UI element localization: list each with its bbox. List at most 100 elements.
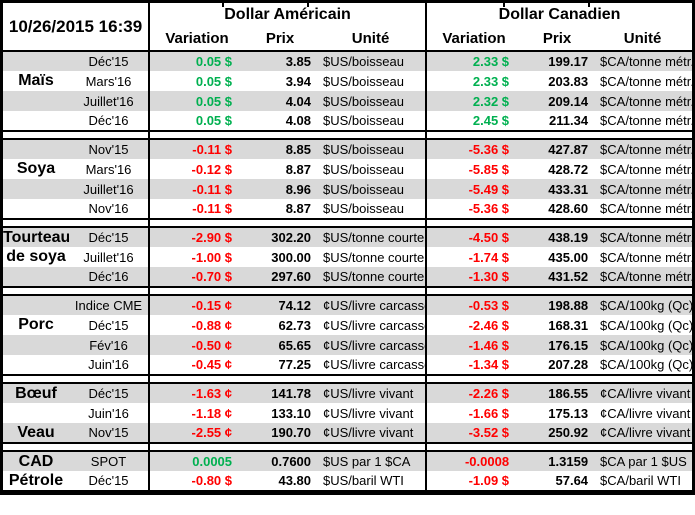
category-label: Porc [18,316,54,333]
column-tick [503,3,505,7]
col-header-cad-prix: Prix [542,30,572,47]
cad-variation: -5.49 $ [426,179,522,199]
cad-variation: -0.53 $ [426,295,522,315]
us-unit: ¢US/livre carcasse [316,355,428,375]
table-row: Déc'16 0.05 $ 4.08 $US/boisseau 2.45 $ 2… [3,111,692,131]
us-price: 133.10 [271,405,312,421]
cad-variation: -1.30 $ [426,267,522,287]
cad-price: 428.60 [548,201,589,216]
table-row: Juillet'16 -0.11 $ 8.96 $US/boisseau -5.… [3,179,693,199]
cad-price: 199.17 [521,51,594,71]
table-header: 10/26/2015 16:39 Dollar Américain Dollar… [3,3,693,51]
table-row: Soya Mars'16 -0.12 $ 8.87 $US/boisseau -… [3,159,692,179]
us-price: 77.25 [278,357,312,372]
section-separator [3,219,692,227]
category-label [3,139,69,159]
cad-variation: -1.74 $ [468,249,510,265]
cad-unit: $CA/tonne métr. [593,91,693,111]
cad-unit: $CA/tonne métr. [593,227,693,247]
us-price: 4.04 [244,91,317,111]
us-unit: $US/boisseau [316,51,428,71]
group-header-cad: Dollar Canadien [498,6,621,23]
us-variation: 0.0005 [149,451,245,471]
cad-variation: -5.36 $ [468,201,510,216]
section-separator [3,287,692,295]
table-row: de soya Juillet'16 -1.00 $ 300.00 $US/to… [3,247,692,267]
us-variation: -0.11 $ [149,179,245,199]
contract-month: Mars'16 [69,159,151,179]
cad-variation: -5.85 $ [468,161,510,177]
us-unit: $US/boisseau [316,111,428,131]
category-label: de soya [6,248,66,265]
contract-month: Juillet'16 [69,91,151,111]
cad-price: 211.34 [549,113,589,128]
cad-price: 175.13 [548,405,589,421]
table-row: Nov'15 -0.11 $ 8.85 $US/boisseau -5.36 $… [3,139,693,159]
section-soya: Nov'15 -0.11 $ 8.85 $US/boisseau -5.36 $… [3,139,693,219]
cad-unit: $CA/tonne métr. [600,73,693,89]
cad-price: 427.87 [521,139,594,159]
cad-price: 198.88 [521,295,594,315]
us-price: 141.78 [244,383,317,403]
timestamp: 10/26/2015 16:39 [3,3,151,51]
category-label: Tourteau [3,227,69,247]
cad-unit: $CA/baril WTI [600,473,681,488]
category-label [3,91,69,111]
col-header-cad-unite: Unité [623,30,662,47]
us-price: 65.65 [244,335,317,355]
table-row: Déc'15 0.05 $ 3.85 $US/boisseau 2.33 $ 1… [3,51,693,71]
section-tourteau: Tourteau Déc'15 -2.90 $ 302.20 $US/tonne… [3,227,693,287]
col-header-us-variation: Variation [165,30,229,47]
cad-variation: -2.26 $ [426,383,522,403]
us-unit: $US/tonne courte [316,227,428,247]
cad-unit: $CA/tonne métr. [600,249,693,265]
contract-month: Déc'15 [69,315,151,335]
us-unit: $US/boisseau [316,199,428,219]
us-price: 3.94 [285,73,312,89]
us-variation: -0.88 ¢ [191,317,233,333]
contract-month: Mars'16 [69,71,151,91]
us-variation: -0.45 ¢ [191,357,233,372]
category-label: Bœuf [3,383,69,403]
cad-unit: $CA/100kg (Qc) [593,295,693,315]
us-variation: -2.90 $ [149,227,245,247]
cad-variation: 2.33 $ [426,51,522,71]
us-unit: $US/boisseau [316,91,428,111]
table-row: Juillet'16 0.05 $ 4.04 $US/boisseau 2.32… [3,91,693,111]
contract-month: Juillet'16 [69,179,151,199]
contract-month: Déc'16 [69,267,151,287]
category-label [3,335,69,355]
contract-month: Nov'15 [69,139,151,159]
cad-unit: $CA/tonne métr. [593,139,693,159]
us-price: 8.85 [244,139,317,159]
us-unit: $US/boisseau [316,139,428,159]
category-label [3,355,69,375]
category-label: CAD [3,451,69,471]
us-variation: -0.15 ¢ [149,295,245,315]
cad-unit: $CA/100kg (Qc) [600,317,693,333]
cad-variation: -1.09 $ [468,473,510,488]
contract-month: Déc'15 [69,51,151,71]
cad-variation: -1.66 $ [468,405,510,421]
cad-unit: $CA/tonne métr. [600,161,693,177]
us-price: 297.60 [244,267,317,287]
column-tick [222,3,224,7]
us-price: 74.12 [244,295,317,315]
us-variation: -0.11 $ [149,139,245,159]
us-price: 8.87 [285,161,312,177]
cad-price: 1.3159 [521,451,594,471]
us-unit: ¢US/livre vivant [316,403,428,423]
table-row: Déc'16 -0.70 $ 297.60 $US/tonne courte -… [3,267,693,287]
cad-price: 428.72 [548,161,589,177]
section-separator [3,443,692,451]
category-label [3,179,69,199]
us-variation: -1.63 ¢ [149,383,245,403]
us-price: 190.70 [244,423,317,443]
contract-month: Juillet'16 [69,247,151,267]
contract-month: Nov'16 [69,199,151,219]
us-price: 300.00 [271,249,312,265]
contract-month: Indice CME [69,295,151,315]
us-unit: $US/baril WTI [316,471,428,491]
column-tick [588,3,590,7]
cad-price: 209.14 [521,91,594,111]
